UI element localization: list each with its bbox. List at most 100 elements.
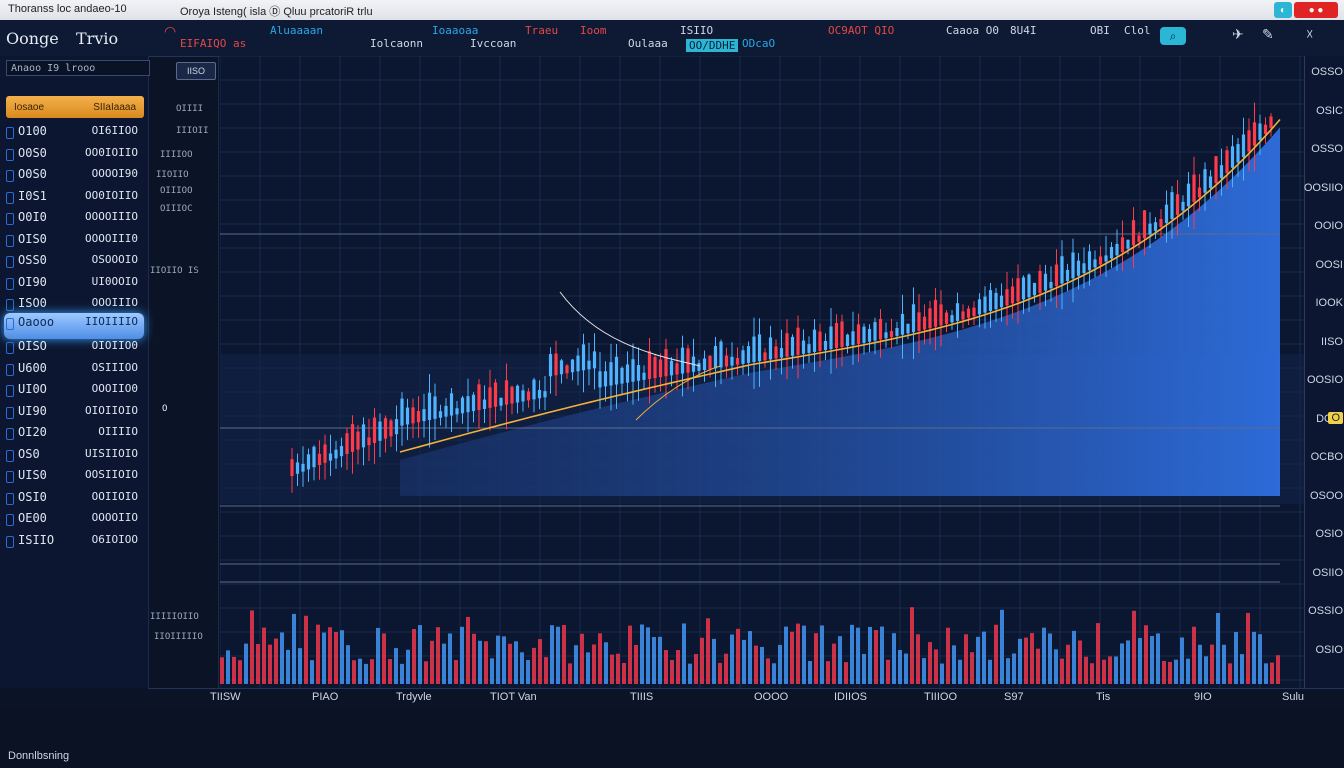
nav-item[interactable]: Ioom — [580, 24, 607, 37]
candle-body — [400, 398, 404, 426]
volume-bar — [1204, 656, 1208, 684]
watchlist-item[interactable]: OI90 UI0OOIO — [4, 273, 144, 293]
candle-body — [1021, 277, 1026, 300]
nav-item[interactable]: ODcaO — [742, 37, 776, 50]
candle-body — [735, 358, 740, 365]
watchlist-item[interactable]: I0S1 OO0IOIIO — [4, 187, 144, 207]
volume-bar — [1138, 638, 1142, 684]
watchlist-item[interactable]: OE00 OOOOIIO — [4, 509, 144, 529]
candle-body — [603, 371, 608, 387]
candle-body — [636, 365, 641, 381]
nav-item[interactable]: Aluaaaan — [270, 24, 323, 37]
volume-bar — [790, 631, 794, 684]
watchlist-item[interactable]: UI0O OOOIIO0 — [4, 380, 144, 400]
tab-watchlist[interactable]: Iosaoe SIIaIaaaa — [6, 96, 144, 118]
minimize-icon[interactable]: ◐ — [1274, 2, 1292, 18]
volume-bar — [736, 628, 740, 684]
price-label: OCBO — [1310, 451, 1343, 463]
watchlist-item[interactable]: OS0 UISIIOIO — [4, 445, 144, 465]
volume-bar — [796, 623, 800, 684]
watchlist-item[interactable]: OI20 OIIIIO — [4, 423, 144, 443]
watchlist-item[interactable]: OIS0 OOOOIII0 — [4, 230, 144, 250]
candle-body — [1038, 270, 1042, 293]
watchlist-item[interactable]: OSI0 OOIIOIO — [4, 488, 144, 508]
candle-body — [977, 299, 982, 315]
status-dot-icon — [6, 449, 14, 462]
candle-body — [900, 313, 905, 335]
volume-bar — [346, 645, 350, 684]
candle-body — [724, 355, 729, 367]
tab-left-label: Iosaoe — [14, 101, 45, 113]
nav-item[interactable]: Ioaaoaa — [432, 24, 479, 37]
volume-bar — [1048, 633, 1052, 684]
watchlist-symbol: Oaooo — [18, 314, 55, 329]
watchlist-item[interactable]: Oaooo IIOIIIIO — [4, 312, 144, 339]
candle-body — [290, 459, 294, 476]
watchlist-item[interactable]: O0S0 OOOOI90 — [4, 165, 144, 185]
candle-body — [675, 363, 679, 375]
tool-label[interactable]: OIIIOO — [160, 186, 193, 196]
nav-item[interactable]: Oulaaa — [628, 37, 668, 50]
watchlist-symbol: OI20 — [18, 425, 47, 439]
candle-body — [1076, 260, 1081, 276]
price-chart[interactable] — [220, 56, 1304, 688]
candle-body — [1203, 169, 1207, 193]
time-label: Tis — [1096, 691, 1111, 703]
tool-label[interactable]: IIOIIIIIO — [154, 632, 203, 642]
candle-body — [559, 360, 564, 375]
nav-item[interactable]: Ivccoan — [470, 37, 517, 50]
nav-item[interactable]: Clol — [1124, 24, 1151, 37]
watchlist-item[interactable]: ISIIO O6IOIOO — [4, 531, 144, 551]
candle-body — [515, 385, 520, 403]
nav-item[interactable]: 8U4I — [1010, 24, 1037, 37]
volume-bar — [1102, 659, 1106, 684]
pen-icon[interactable]: ✎ — [1262, 26, 1274, 42]
volume-bar — [934, 649, 938, 684]
menu-icon[interactable]: ☓ — [1306, 26, 1314, 42]
nav-item[interactable]: OBI — [1090, 24, 1110, 37]
tool-label[interactable]: IIOIIO IS — [150, 266, 199, 276]
candle-body — [713, 345, 718, 369]
candle-body — [323, 444, 327, 463]
watchlist-symbol: OIS0 — [18, 231, 47, 246]
candle-body — [1252, 122, 1257, 146]
volume-bar — [850, 624, 854, 684]
watchlist-item[interactable]: O100 OI6IIOO — [4, 122, 144, 142]
status-text: Donnlbsning — [8, 750, 70, 762]
tool-label[interactable]: IIIIIOIIO — [150, 612, 199, 622]
candle-body — [680, 347, 685, 374]
watchlist-item[interactable]: ISO0 OOOIIIO — [4, 294, 144, 314]
watchlist-symbol: U600 — [18, 360, 47, 375]
watchlist-item[interactable]: OSS0 OSOOOIO — [4, 251, 144, 271]
tool-label[interactable]: OIIII — [176, 104, 204, 114]
tool-label[interactable]: OIIIOC — [160, 204, 193, 214]
price-label: OSIO — [1315, 643, 1343, 656]
timeframe-button[interactable]: IISO — [176, 62, 216, 80]
tool-label[interactable]: IIOIIO — [156, 170, 189, 180]
watchlist-item[interactable]: UIS0 OOSIIOIO — [4, 466, 144, 486]
volume-bar — [904, 653, 908, 684]
watchlist-item[interactable]: U600 OSIIIOO — [4, 359, 144, 379]
nav-item[interactable]: EIFAIQO as — [180, 37, 247, 50]
pin-icon[interactable]: ✈ — [1232, 26, 1244, 42]
close-icon[interactable]: ● ● — [1294, 2, 1338, 18]
volume-bar — [1240, 654, 1244, 684]
watchlist-item[interactable]: OISO OIOIIO0 — [4, 337, 144, 357]
watchlist-item[interactable]: UI90 OIOIIOIO — [4, 402, 144, 422]
nav-item[interactable]: Traeu — [525, 24, 559, 37]
nav-item[interactable]: Caaoa O0 — [946, 24, 999, 37]
nav-item[interactable]: ISIIO — [680, 24, 714, 37]
nav-item[interactable]: Iolcaonn — [370, 37, 423, 50]
tool-label[interactable]: IIIOII — [176, 126, 209, 136]
volume-bar — [982, 631, 986, 684]
candle-body — [537, 389, 542, 399]
watchlist-item[interactable]: O0S0 OO0IOIIO — [4, 144, 144, 164]
price-label: OSIIO — [1312, 566, 1343, 579]
watchlist-item[interactable]: O0I0 OOOOIIIO — [4, 208, 144, 228]
search-icon[interactable]: ⌕ — [1160, 27, 1186, 45]
tool-label[interactable]: IIIIOO — [160, 150, 193, 160]
search-input[interactable]: Anaoo I9 lrooo — [6, 60, 150, 76]
volume-bar — [940, 663, 944, 684]
nav-item[interactable]: OC9AOT QIO — [828, 24, 895, 37]
candle-body — [752, 336, 756, 363]
